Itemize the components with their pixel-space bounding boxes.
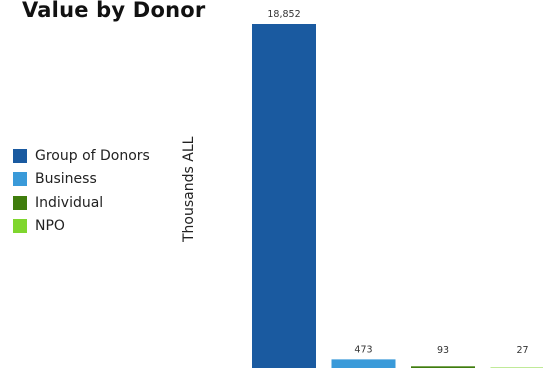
bar-group-of-donors	[252, 24, 316, 368]
data-label-business: 473	[354, 344, 372, 355]
data-label-npo: 27	[516, 345, 528, 356]
legend-swatch	[13, 195, 27, 210]
legend-swatch	[13, 148, 27, 163]
data-label-individual: 93	[437, 345, 449, 356]
legend-swatch	[13, 172, 27, 187]
legend-swatch	[13, 219, 27, 234]
bar-individual	[411, 366, 475, 368]
legend-label: NPO	[35, 218, 65, 235]
legend: Group of Donors Business Individual NPO	[13, 144, 150, 238]
legend-label: Business	[35, 171, 97, 188]
legend-item-npo: NPO	[13, 215, 150, 239]
bar-business	[331, 359, 396, 368]
legend-label: Individual	[35, 194, 104, 211]
legend-item-business: Business	[13, 168, 150, 192]
data-label-group-of-donors: 18,852	[267, 9, 300, 20]
legend-item-group-of-donors: Group of Donors	[13, 144, 150, 168]
legend-item-individual: Individual	[13, 191, 150, 215]
chart-title: Value by Donor	[22, 0, 206, 22]
legend-label: Group of Donors	[35, 147, 150, 164]
